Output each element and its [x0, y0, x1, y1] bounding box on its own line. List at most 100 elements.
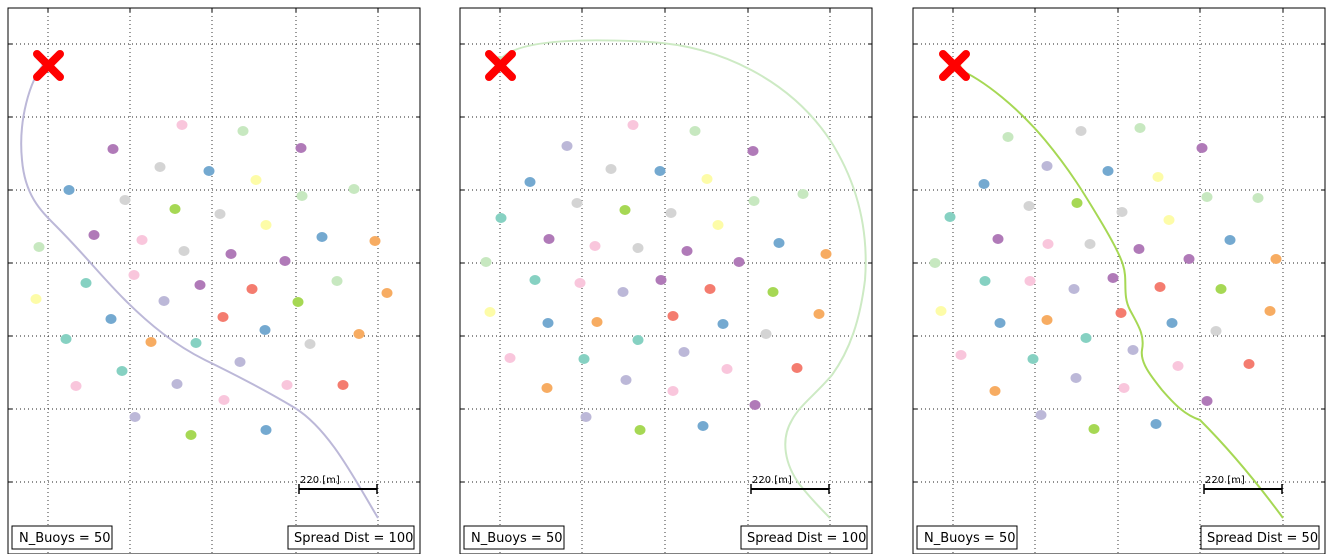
panel-2-buoy-2 — [689, 126, 701, 136]
panel-1-scale-bar-label: 220 [m] — [300, 475, 340, 486]
panel-1-buoy-24 — [128, 270, 140, 280]
panel-2-buoy-6 — [654, 166, 666, 176]
panel-1-buoy-26 — [246, 284, 258, 294]
panel-2-buoy-37 — [632, 335, 644, 345]
panel-1-buoy-35 — [60, 334, 72, 344]
panel-3-buoys — [929, 62, 1282, 434]
panel-1: 220 [m] N_Buoys = 50 Spread Dist = 100 — [7, 7, 421, 554]
panel-3-scale-bar-label: 220 [m] — [1205, 475, 1245, 486]
panel-1-buoy-4 — [295, 143, 307, 153]
panel-3-buoy-27 — [1107, 273, 1119, 283]
panel-3-buoy-42 — [1243, 359, 1255, 369]
panel-2-buoy-13 — [665, 208, 677, 218]
panel-2-buoy-30 — [484, 307, 496, 317]
panel-2-buoy-18 — [632, 243, 644, 253]
panel-1-buoy-46 — [218, 395, 230, 405]
panel-2-buoy-22 — [733, 257, 745, 267]
panel-2-buoy-44 — [541, 383, 553, 393]
panel-3-buoy-25 — [1024, 276, 1036, 286]
panel-3-buoy-43 — [1070, 373, 1082, 383]
panel-1-buoy-31 — [381, 288, 393, 298]
panel-1-buoy-23 — [80, 278, 92, 288]
panel-3-buoy-14 — [944, 212, 956, 222]
panel-2-buoy-19 — [681, 246, 693, 256]
panel-2-buoy-17 — [589, 241, 601, 251]
panel-2-buoy-26 — [655, 275, 667, 285]
panel-1-buoy-10 — [119, 195, 131, 205]
panel-2-buoy-45 — [667, 386, 679, 396]
panel-3-buoy-28 — [1154, 282, 1166, 292]
panel-1-buoy-17 — [316, 232, 328, 242]
panel-2-buoy-41 — [721, 364, 733, 374]
panel-1-scale-bar: 220 [m] — [298, 475, 378, 494]
panel-3-buoy-7 — [1152, 172, 1164, 182]
panel-2-buoy-21 — [820, 249, 832, 259]
panel-1-buoy-36 — [145, 337, 157, 347]
panel-3-buoy-36 — [1210, 326, 1222, 336]
panel-3-buoy-26 — [1068, 284, 1080, 294]
panel-2: 220 [m] N_Buoys = 50 Spread Dist = 100 — [459, 7, 873, 554]
panel-2-buoy-29 — [617, 287, 629, 297]
panel-2-buoys — [480, 56, 832, 435]
panel-2-n-buoys-label: N_Buoys = 50 — [471, 531, 563, 546]
panel-1-spread-box: Spread Dist = 100 — [287, 525, 415, 550]
panel-1-n-buoys-box: N_Buoys = 50 — [11, 525, 113, 550]
panel-2-ticks — [460, 8, 872, 483]
panel-2-buoy-34 — [717, 319, 729, 329]
panel-2-buoy-35 — [813, 309, 825, 319]
panel-1-buoy-48 — [260, 425, 272, 435]
panel-2-buoy-42 — [791, 363, 803, 373]
panel-1-ticks — [8, 8, 420, 483]
panel-1-buoy-33 — [217, 312, 229, 322]
panel-3-buoy-18 — [1084, 239, 1096, 249]
panel-1-deploy-marker-x-icon — [33, 50, 64, 81]
panel-2-buoy-20 — [773, 238, 785, 248]
panel-1-buoy-7 — [250, 175, 262, 185]
panel-3-buoy-22 — [1183, 254, 1195, 264]
panel-3-buoy-6 — [1102, 166, 1114, 176]
panel-3-buoy-1 — [1002, 132, 1014, 142]
panel-3-buoy-30 — [935, 306, 947, 316]
panel-2-buoy-10 — [571, 198, 583, 208]
panel-2-spread-label: Spread Dist = 100 — [747, 531, 866, 546]
panel-2-buoy-48 — [697, 421, 709, 431]
panel-3-spread-box: Spread Dist = 50 — [1200, 525, 1320, 550]
panel-1-buoy-2 — [237, 126, 249, 136]
panel-3-drift-track — [955, 67, 1284, 519]
panel-3-buoy-48 — [1150, 419, 1162, 429]
panel-3-buoy-15 — [1163, 215, 1175, 225]
panel-3-buoy-21 — [1270, 254, 1282, 264]
panel-2-buoy-11 — [748, 196, 760, 206]
panel-3-buoy-20 — [1224, 235, 1236, 245]
panel-1-buoy-3 — [107, 144, 119, 154]
panel-1-buoy-28 — [30, 294, 42, 304]
panel-3-buoy-2 — [1075, 126, 1087, 136]
panel-2-buoy-16 — [543, 234, 555, 244]
panel-1-buoy-34 — [259, 325, 271, 335]
panel-1-buoy-43 — [171, 379, 183, 389]
panel-3-buoy-31 — [994, 318, 1006, 328]
panel-1-buoy-40 — [234, 357, 246, 367]
panel-1-buoy-49 — [185, 430, 197, 440]
panel-2-buoy-33 — [667, 311, 679, 321]
panel-1-buoy-44 — [281, 380, 293, 390]
panel-2-n-buoys-box: N_Buoys = 50 — [463, 525, 565, 550]
panel-2-drift-track — [499, 39, 867, 519]
panel-1-buoy-37 — [190, 338, 202, 348]
panel-3-buoy-34 — [1166, 318, 1178, 328]
panel-3-buoy-29 — [1215, 284, 1227, 294]
panel-3-buoy-16 — [992, 234, 1004, 244]
panel-3-buoy-45 — [1118, 383, 1130, 393]
panel-2-buoy-3 — [561, 141, 573, 151]
panel-1-buoy-19 — [33, 242, 45, 252]
panel-2-buoy-15 — [495, 213, 507, 223]
panel-1-buoy-22 — [279, 256, 291, 266]
panel-1-buoy-27 — [331, 276, 343, 286]
panel-1-buoy-16 — [136, 235, 148, 245]
panel-2-deploy-marker-x-icon — [485, 50, 516, 81]
panel-3-buoy-39 — [955, 350, 967, 360]
panel-1-buoy-15 — [88, 230, 100, 240]
panel-2-buoy-5 — [605, 164, 617, 174]
panel-1-buoy-45 — [337, 380, 349, 390]
